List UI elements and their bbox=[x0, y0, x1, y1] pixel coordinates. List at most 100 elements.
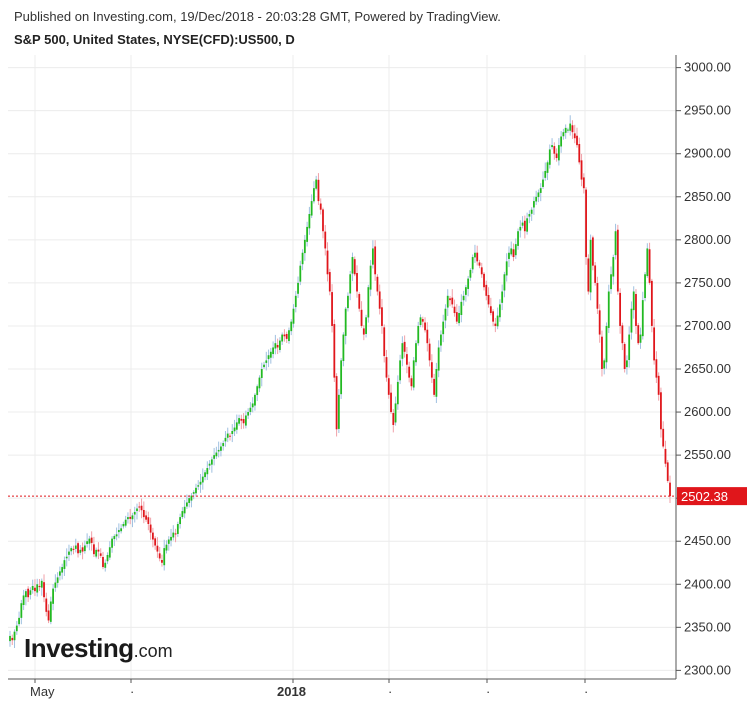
candle-body bbox=[331, 292, 333, 326]
current-price-marker: 2502.38 bbox=[8, 487, 747, 506]
candle-body bbox=[267, 355, 270, 360]
candle-body bbox=[269, 351, 272, 358]
candle-body bbox=[578, 144, 581, 163]
candle-body bbox=[172, 532, 175, 538]
candle-body bbox=[206, 468, 209, 475]
candle-body bbox=[127, 517, 129, 520]
candle-body bbox=[249, 407, 252, 412]
candle-body bbox=[564, 127, 567, 133]
candle-body bbox=[224, 437, 227, 442]
candle-body bbox=[292, 308, 295, 324]
candle-body bbox=[544, 170, 547, 178]
candle-body bbox=[421, 319, 424, 322]
candle-body bbox=[478, 262, 481, 266]
candle-body bbox=[170, 536, 172, 541]
candle-body bbox=[251, 403, 254, 408]
candle-body bbox=[621, 325, 624, 344]
y-tick-label: 2400.00 bbox=[684, 576, 731, 591]
candle-body bbox=[240, 418, 243, 421]
candle-body bbox=[31, 586, 34, 591]
candle-body bbox=[315, 179, 318, 189]
candle-body bbox=[664, 448, 667, 464]
candle-body bbox=[56, 577, 59, 583]
candle-body bbox=[215, 452, 218, 457]
candle-body bbox=[474, 252, 476, 258]
candle-body bbox=[133, 511, 136, 515]
candle-body bbox=[587, 258, 590, 292]
candle-body bbox=[29, 590, 32, 595]
candle-body bbox=[562, 132, 565, 137]
y-tick-label: 2700.00 bbox=[684, 318, 731, 333]
candle-body bbox=[573, 133, 576, 139]
candle-body bbox=[247, 412, 250, 416]
candle-body bbox=[151, 532, 154, 540]
candle-body bbox=[163, 548, 166, 566]
candle-body bbox=[494, 323, 497, 326]
logo-main-text: Investing bbox=[24, 633, 134, 663]
candle-body bbox=[165, 544, 168, 551]
candle-body bbox=[530, 209, 533, 214]
candle-body bbox=[415, 343, 417, 363]
x-tick-label: · bbox=[486, 684, 490, 699]
candle-body bbox=[290, 321, 293, 332]
y-tick-label: 2850.00 bbox=[684, 189, 731, 204]
candle-body bbox=[106, 555, 109, 562]
candle-body bbox=[555, 153, 558, 159]
candle-body bbox=[145, 515, 147, 520]
candle-body bbox=[455, 312, 458, 322]
candle-body bbox=[401, 343, 404, 359]
y-tick-label: 2300.00 bbox=[684, 662, 731, 677]
candle-body bbox=[195, 487, 197, 494]
candle-body bbox=[471, 257, 474, 270]
candle-body bbox=[635, 294, 637, 326]
candle-body bbox=[505, 261, 508, 276]
y-tick-label: 2550.00 bbox=[684, 447, 731, 462]
candle-body bbox=[498, 304, 501, 318]
candle-body bbox=[122, 524, 125, 527]
candle-body bbox=[294, 295, 297, 308]
candle-body bbox=[183, 506, 186, 514]
candle-body bbox=[523, 220, 526, 232]
candle-body bbox=[503, 274, 506, 291]
candle-body bbox=[324, 231, 327, 249]
candle-body bbox=[501, 291, 504, 303]
candle-body bbox=[383, 327, 386, 357]
candle-body bbox=[140, 505, 143, 511]
y-tick-label: 2650.00 bbox=[684, 361, 731, 376]
candle-body bbox=[614, 231, 617, 256]
candle-body bbox=[340, 360, 343, 395]
candle-body bbox=[117, 530, 120, 533]
candle-body bbox=[45, 598, 48, 612]
x-tick-label: · bbox=[388, 684, 392, 699]
candle-body bbox=[11, 637, 14, 641]
candle-body bbox=[571, 125, 574, 133]
candle-body bbox=[628, 334, 631, 361]
x-axis: May · 2018 · · · bbox=[8, 678, 676, 699]
candle-body bbox=[222, 443, 225, 447]
candle-body bbox=[358, 294, 361, 309]
candle-body bbox=[626, 360, 628, 368]
candle-body bbox=[605, 325, 608, 363]
candle-body bbox=[265, 360, 268, 363]
candle-body bbox=[369, 265, 372, 290]
candle-body bbox=[335, 376, 338, 430]
candle-body bbox=[553, 146, 556, 154]
candle-body bbox=[510, 248, 513, 255]
candle-body bbox=[365, 317, 367, 334]
candle-body bbox=[278, 340, 281, 350]
candle-body bbox=[390, 392, 392, 413]
candle-body bbox=[47, 610, 50, 621]
candle-body bbox=[519, 226, 522, 231]
candle-body bbox=[181, 511, 184, 518]
candle-body bbox=[655, 359, 658, 378]
candle-body bbox=[61, 567, 64, 573]
candle-body bbox=[381, 307, 383, 326]
candle-body bbox=[367, 287, 370, 318]
candle-body bbox=[27, 588, 30, 598]
candle-body bbox=[115, 534, 118, 537]
x-tick-label: 2018 bbox=[277, 684, 306, 699]
candle-body bbox=[467, 278, 470, 289]
candle-body bbox=[406, 354, 408, 365]
candle-body bbox=[342, 334, 345, 362]
